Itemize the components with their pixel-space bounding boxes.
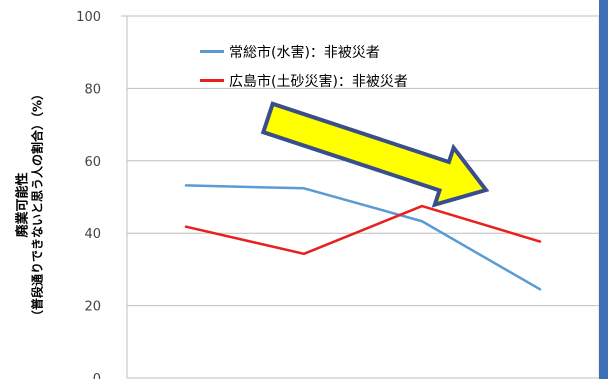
y-axis-title-line2: （普段通りできないと思う人の割合）（%） (30, 87, 45, 323)
y-tick-label: 80 (84, 82, 101, 97)
legend-item-hiroshima: 広島市(土砂災害)：非被災者 (200, 66, 408, 95)
legend-label-hiroshima: 広島市(土砂災害)：非被災者 (229, 73, 408, 90)
series-line-0 (184, 184, 542, 291)
arrow-shape (260, 101, 490, 208)
y-tick-label: 60 (84, 155, 101, 170)
y-axis-title-line1: 廃業可能性 (15, 172, 31, 238)
legend-swatch-hiroshima (200, 79, 224, 82)
y-tick-labels: 100 80 60 40 20 0 (76, 10, 101, 379)
y-tick-label: 20 (84, 300, 101, 315)
y-axis-title: 廃業可能性 （普段通りできないと思う人の割合）（%） (15, 87, 46, 323)
y-tick-label: 0 (93, 372, 101, 379)
frame-edge (599, 0, 608, 379)
y-tick-label: 100 (76, 10, 101, 25)
trend-arrow-annotation (260, 101, 490, 208)
series-lines (184, 184, 542, 291)
legend: 常総市(水害)：非被災者 広島市(土砂災害)：非被災者 (200, 37, 408, 95)
legend-item-joso: 常総市(水害)：非被災者 (200, 37, 408, 66)
legend-swatch-joso (200, 50, 224, 53)
series-line-1 (184, 204, 542, 256)
y-tick-label: 40 (84, 227, 101, 242)
legend-label-joso: 常総市(水害)：非被災者 (229, 44, 380, 61)
